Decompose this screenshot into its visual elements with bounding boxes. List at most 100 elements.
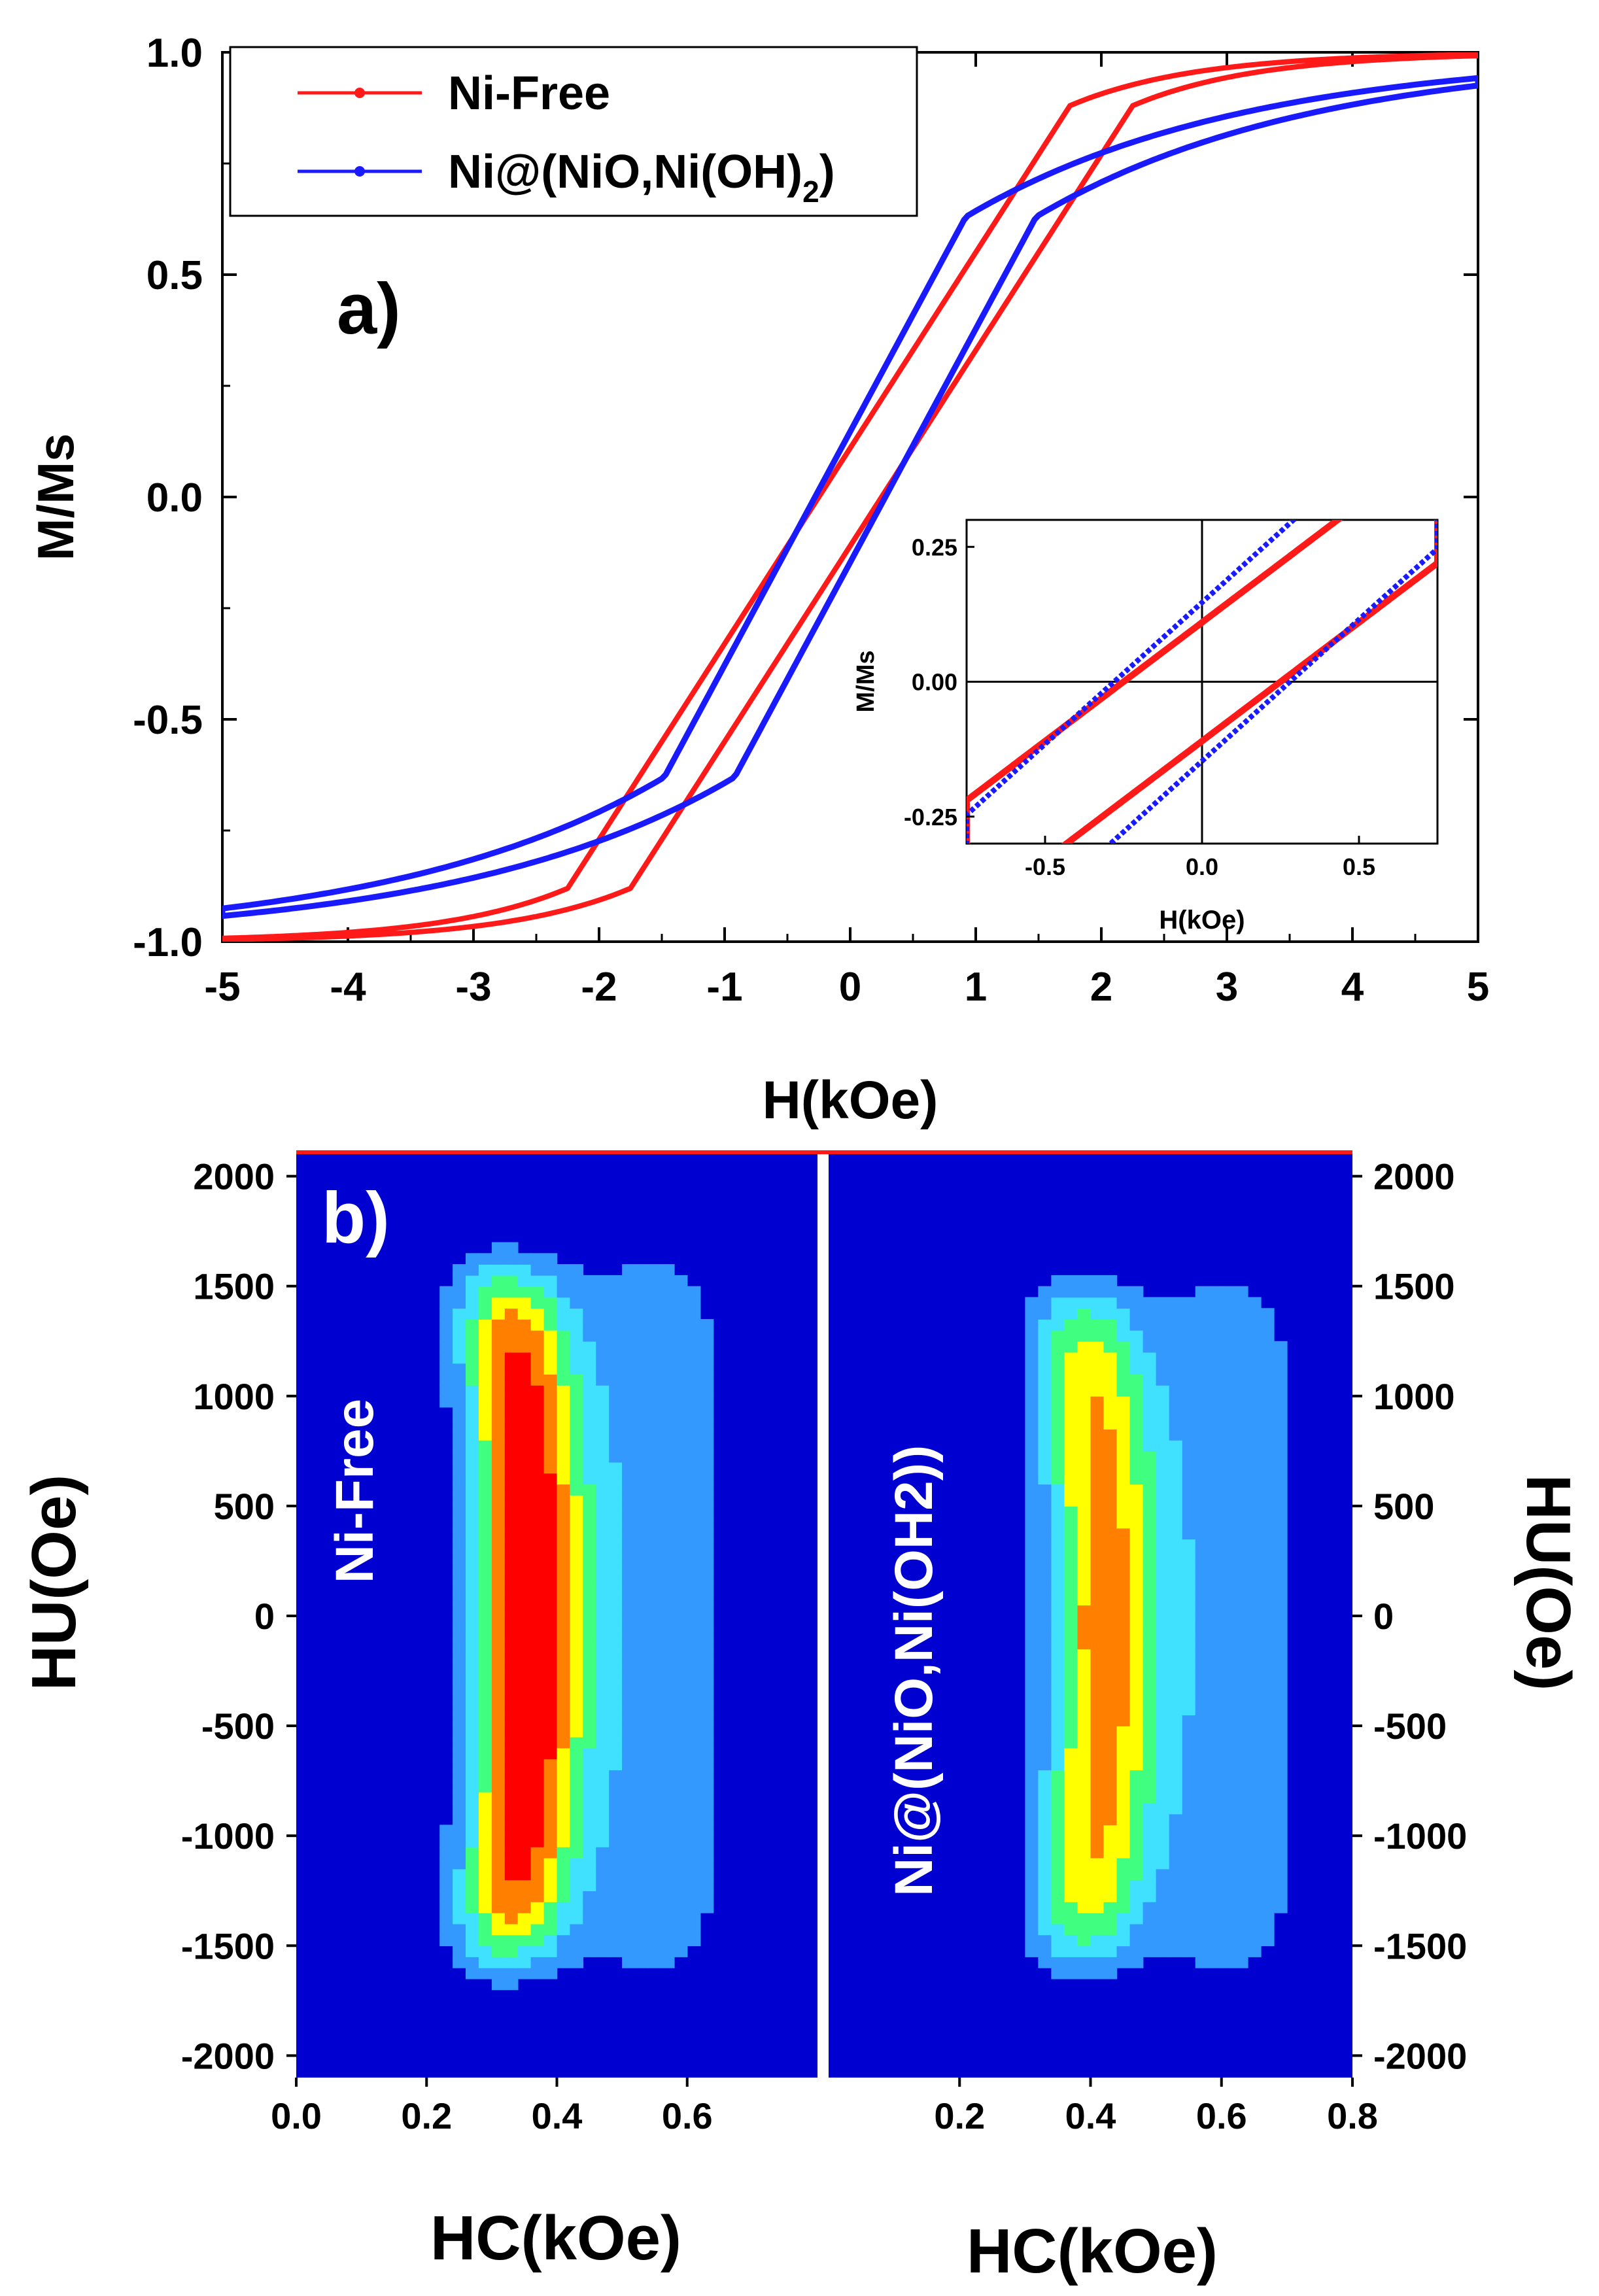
forc-cell <box>1025 1418 1039 1430</box>
forc-cell <box>1143 1308 1157 1320</box>
forc-cell <box>1182 1462 1196 1474</box>
forc-cell <box>648 1407 662 1419</box>
forc-cell <box>1103 1857 1118 1870</box>
forc-cell <box>1221 1868 1235 1881</box>
forc-cell <box>661 1440 675 1452</box>
forc-cell <box>1221 1450 1235 1463</box>
forc-cell <box>453 1352 466 1364</box>
forc-cell <box>1273 1539 1288 1551</box>
forc-cell <box>1247 1462 1262 1474</box>
forc-cell <box>1025 1440 1039 1452</box>
forc-cell <box>478 1385 492 1397</box>
forc-cell <box>439 1857 453 1870</box>
forc-cell <box>1103 1923 1118 1936</box>
forc-cell <box>661 1825 675 1836</box>
forc-cell <box>674 1770 688 1781</box>
forc-cell <box>1195 1374 1209 1386</box>
forc-cell <box>1129 1813 1144 1826</box>
forc-cell <box>530 1429 545 1441</box>
forc-cell <box>1195 1550 1209 1562</box>
forc-cell <box>1195 1736 1209 1749</box>
forc-cell <box>517 1450 532 1463</box>
forc-cell <box>583 1571 596 1584</box>
forc-cell <box>517 1308 532 1320</box>
forc-cell <box>466 1836 479 1847</box>
forc-cell <box>700 1792 714 1804</box>
forc-cell <box>1051 1692 1065 1705</box>
forc-cell <box>439 1836 453 1847</box>
forc-cell <box>1156 1539 1170 1551</box>
forc-cell <box>557 1802 571 1815</box>
forc-cell <box>583 1847 596 1859</box>
forc-cell <box>530 1813 545 1826</box>
forc-cell <box>1077 1660 1092 1671</box>
forc-cell <box>700 1902 714 1913</box>
forc-cell <box>1051 1418 1065 1430</box>
forc-cell <box>504 1605 519 1617</box>
forc-cell <box>1038 1626 1052 1639</box>
forc-cell <box>635 1286 649 1298</box>
forc-cell <box>1116 1637 1131 1650</box>
forc-cell <box>1247 1385 1262 1397</box>
forc-cell <box>466 1561 479 1573</box>
forc-cell <box>1116 1330 1131 1342</box>
forc-cell <box>543 1275 558 1287</box>
forc-cell <box>504 1407 519 1419</box>
forc-cell <box>1195 1825 1209 1836</box>
forc-cell <box>504 1374 519 1386</box>
forc-cell <box>1221 1857 1235 1870</box>
forc-cell <box>1273 1704 1288 1716</box>
forc-cell <box>1143 1374 1157 1386</box>
forc-cell <box>583 1516 596 1529</box>
forc-cell <box>1195 1505 1209 1518</box>
forc-cell <box>583 1649 596 1660</box>
forc-cell <box>1051 1495 1065 1507</box>
forc-cell <box>622 1957 636 1968</box>
forc-cell <box>557 1945 571 1957</box>
forc-cell <box>648 1583 662 1595</box>
forc-cell <box>1169 1704 1183 1716</box>
forc-cell <box>1247 1847 1262 1859</box>
forc-cell <box>648 1957 662 1968</box>
forc-cell <box>648 1561 662 1573</box>
forc-cell <box>491 1571 506 1584</box>
forc-cell <box>1247 1429 1262 1441</box>
forc-cell <box>570 1802 584 1815</box>
forc-cell <box>635 1297 649 1309</box>
forc-cell <box>1182 1516 1196 1529</box>
forc-cell <box>648 1495 662 1507</box>
forc-cell <box>1247 1704 1262 1716</box>
forc-cell <box>504 1561 519 1573</box>
y-tick-label-1-0: 1.0 <box>146 31 203 76</box>
forc-cell <box>661 1286 675 1298</box>
forc-cell <box>543 1561 558 1573</box>
forc-cell <box>622 1715 636 1726</box>
forc-cell <box>609 1516 623 1529</box>
forc-cell <box>1247 1440 1262 1452</box>
forc-cell <box>1169 1868 1183 1881</box>
forc-cell <box>1143 1649 1157 1660</box>
forc-cell <box>1116 1660 1131 1671</box>
forc-cell <box>1025 1945 1039 1957</box>
forc-cell <box>1129 1879 1144 1891</box>
forc-cell <box>1129 1626 1144 1639</box>
forc-cell <box>700 1583 714 1595</box>
forc-cell <box>453 1484 466 1496</box>
forc-cell <box>557 1516 571 1529</box>
b-right-y-tick-label-1500: -1500 <box>1373 1925 1467 1966</box>
forc-cell <box>491 1495 506 1507</box>
forc-cell <box>1051 1407 1065 1419</box>
forc-cell <box>1169 1681 1183 1694</box>
forc-cell <box>530 1704 545 1716</box>
forc-cell <box>1077 1363 1092 1375</box>
forc-cell <box>570 1681 584 1694</box>
forc-cell <box>478 1473 492 1485</box>
forc-cell <box>1090 1747 1105 1760</box>
forc-cell <box>622 1704 636 1716</box>
forc-cell <box>1077 1825 1092 1836</box>
forc-cell <box>648 1736 662 1749</box>
forc-cell <box>661 1462 675 1474</box>
forc-cell <box>530 1374 545 1386</box>
forc-cell <box>1260 1813 1275 1826</box>
